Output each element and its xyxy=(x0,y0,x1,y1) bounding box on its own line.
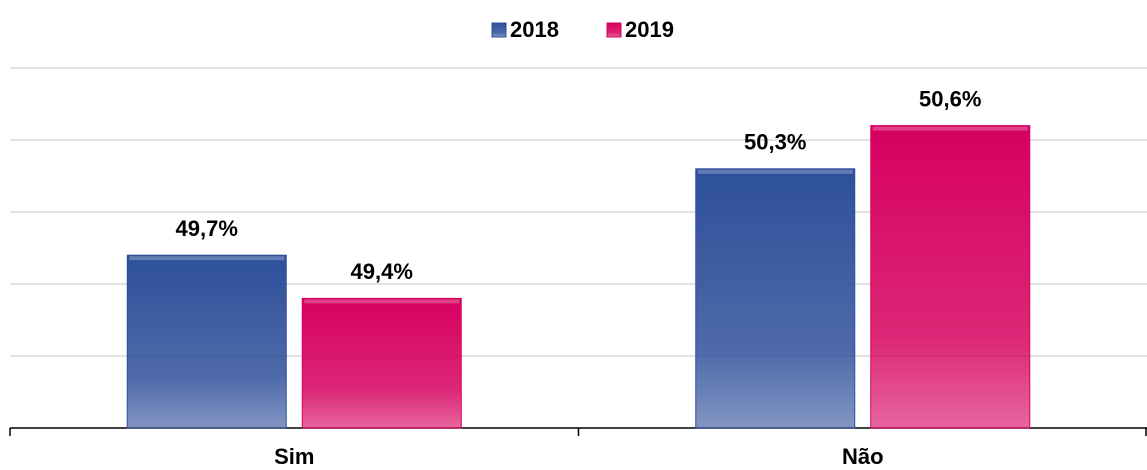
bar-bevel xyxy=(129,256,285,261)
data-label: 49,7% xyxy=(176,216,238,241)
bar xyxy=(126,254,287,429)
x-tick-label: Sim xyxy=(274,444,314,469)
bar-bevel xyxy=(872,126,1028,131)
bar xyxy=(870,125,1031,429)
data-label: 49,4% xyxy=(351,259,413,284)
bar-bevel xyxy=(697,169,853,174)
data-label: 50,6% xyxy=(919,86,981,111)
legend-swatch xyxy=(491,22,507,38)
bar-bevel xyxy=(304,299,460,304)
x-tick-label: Não xyxy=(842,444,884,469)
data-label: 50,3% xyxy=(744,130,806,155)
legend-swatch xyxy=(606,22,622,38)
bar xyxy=(695,168,856,429)
legend-label: 2018 xyxy=(510,17,559,42)
legend-label: 2019 xyxy=(625,17,674,42)
bar xyxy=(301,297,462,429)
